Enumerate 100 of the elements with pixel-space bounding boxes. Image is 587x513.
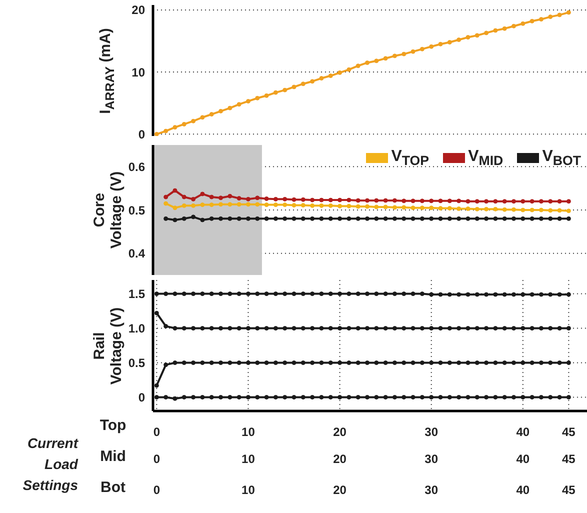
legend-label: V$_{MID}$ xyxy=(468,148,504,168)
point xyxy=(484,326,489,331)
point xyxy=(218,292,224,296)
point xyxy=(236,202,242,207)
point xyxy=(191,118,196,124)
point xyxy=(200,115,205,120)
point xyxy=(438,42,443,46)
point xyxy=(264,216,269,221)
point xyxy=(392,394,397,400)
y-tick-label: 10 xyxy=(132,65,146,80)
point xyxy=(310,198,315,202)
point xyxy=(246,216,250,221)
point xyxy=(209,112,214,117)
point xyxy=(282,216,288,221)
point xyxy=(164,394,168,400)
point xyxy=(292,326,296,331)
point xyxy=(292,394,296,400)
point xyxy=(456,216,462,221)
point xyxy=(328,198,333,202)
text: 30 xyxy=(424,483,438,497)
point xyxy=(182,292,186,296)
point xyxy=(182,216,186,221)
point xyxy=(164,292,168,296)
point xyxy=(236,102,242,107)
point xyxy=(164,216,168,221)
point xyxy=(383,216,388,221)
point xyxy=(209,292,214,296)
point xyxy=(328,74,333,78)
point xyxy=(356,204,360,209)
point xyxy=(338,360,342,365)
point xyxy=(346,204,352,208)
point xyxy=(566,292,571,297)
point xyxy=(365,60,370,65)
text: 0 xyxy=(153,483,160,497)
text: 40 xyxy=(516,452,530,466)
point xyxy=(264,202,269,208)
point xyxy=(447,198,452,204)
y-tick-label: 1.5 xyxy=(128,287,146,302)
x-tick-label: 10 xyxy=(242,425,256,439)
point xyxy=(172,218,178,222)
point xyxy=(493,292,498,297)
point xyxy=(538,17,544,22)
point xyxy=(182,203,186,208)
y-tick-label: 20 xyxy=(132,3,146,18)
point xyxy=(264,360,269,365)
point xyxy=(346,326,352,331)
point xyxy=(255,202,260,207)
point xyxy=(255,394,260,400)
point xyxy=(255,326,260,331)
point xyxy=(310,292,315,296)
point xyxy=(429,326,434,331)
point xyxy=(429,198,434,204)
point xyxy=(328,292,333,296)
point xyxy=(236,326,242,331)
text: Mid xyxy=(99,448,127,465)
point xyxy=(538,216,544,221)
point xyxy=(346,360,352,365)
point xyxy=(246,196,250,202)
text: 45 xyxy=(562,452,576,466)
point xyxy=(566,216,571,221)
point xyxy=(246,326,250,331)
point xyxy=(264,394,269,400)
x-axis-title: Current Load Settings xyxy=(22,434,78,495)
point xyxy=(447,206,452,211)
x-tick-label: 30 xyxy=(424,425,438,439)
point xyxy=(512,199,516,204)
point xyxy=(548,208,553,213)
point xyxy=(466,360,470,365)
point xyxy=(493,216,498,221)
point xyxy=(246,394,250,400)
point xyxy=(474,360,480,365)
point xyxy=(466,326,470,331)
point xyxy=(154,132,159,136)
point xyxy=(164,128,168,134)
point xyxy=(200,218,205,222)
point xyxy=(346,394,352,400)
text: Top xyxy=(98,417,128,434)
x-tick-label: 20 xyxy=(333,425,347,439)
point xyxy=(520,292,526,297)
point xyxy=(438,326,443,331)
point xyxy=(319,292,324,296)
point xyxy=(548,199,553,204)
point xyxy=(282,202,288,208)
point xyxy=(328,216,333,221)
point xyxy=(512,207,516,212)
point xyxy=(438,360,443,365)
point xyxy=(282,394,288,400)
point xyxy=(548,216,553,221)
point xyxy=(557,326,562,331)
point xyxy=(246,292,250,296)
point xyxy=(236,196,242,201)
point xyxy=(392,54,397,58)
point xyxy=(246,202,250,207)
point xyxy=(338,292,342,296)
point xyxy=(319,326,324,331)
point xyxy=(319,360,324,365)
y-tick-label: 1.0 xyxy=(128,322,146,336)
point xyxy=(154,310,159,316)
point xyxy=(538,199,544,204)
point xyxy=(383,204,388,210)
